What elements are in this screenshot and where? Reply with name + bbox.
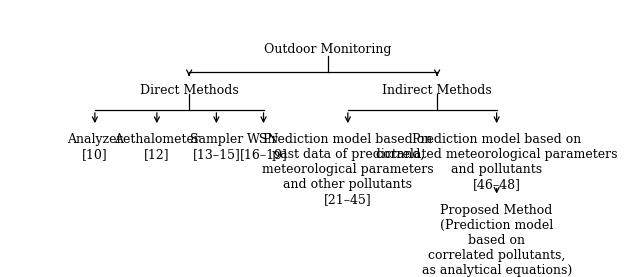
Text: Indirect Methods: Indirect Methods — [382, 84, 492, 98]
Text: Prediction model based on
correlated meteorological parameters
and pollutants
[4: Prediction model based on correlated met… — [376, 134, 618, 191]
Text: Analyzer
[10]: Analyzer [10] — [67, 134, 123, 161]
Text: Direct Methods: Direct Methods — [140, 84, 239, 98]
Text: Outdoor Monitoring: Outdoor Monitoring — [264, 43, 392, 56]
Text: Proposed Method
(Prediction model
based on
correlated pollutants,
as analytical : Proposed Method (Prediction model based … — [422, 204, 572, 277]
Text: Aethalometer
[12]: Aethalometer [12] — [114, 134, 200, 161]
Text: WSN
[16–19]: WSN [16–19] — [239, 134, 287, 161]
Text: Prediction model based on
past data of predictand,
meteorological parameters
and: Prediction model based on past data of p… — [262, 134, 434, 206]
Text: Sampler
[13–15]: Sampler [13–15] — [190, 134, 243, 161]
